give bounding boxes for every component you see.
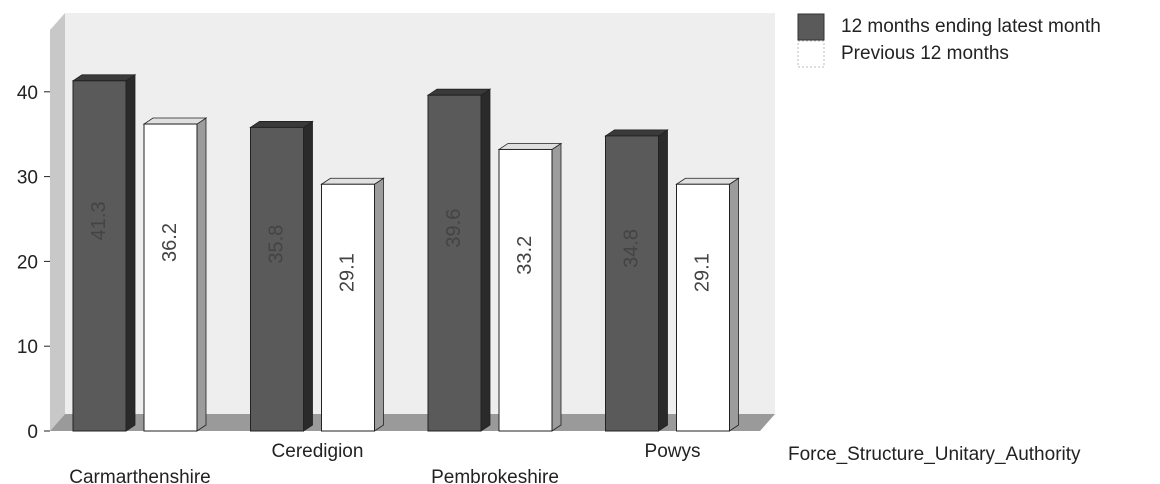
x-axis-title: Force_Structure_Unitary_Authority (788, 444, 1081, 465)
legend: 12 months ending latest month Previous 12… (798, 14, 1101, 67)
bar: 34.8 (606, 130, 668, 431)
y-tick-label: 0 (27, 422, 38, 443)
bar: 29.1 (677, 178, 739, 431)
bar-front (677, 184, 730, 431)
y-axis: 0 10 20 30 40 (17, 83, 50, 443)
bar-front (73, 81, 126, 431)
legend-swatch (798, 41, 824, 67)
bar-value-label: 35.8 (265, 225, 287, 264)
legend-label: 12 months ending latest month (841, 16, 1101, 37)
bar-top (499, 143, 561, 149)
bar-side (659, 130, 668, 431)
y-tick-label: 30 (17, 168, 38, 189)
y-tick-label: 40 (17, 83, 38, 104)
bar: 39.6 (428, 89, 490, 431)
bar-side (375, 178, 384, 431)
y-tick-label: 10 (17, 337, 38, 358)
bar-top (677, 178, 739, 184)
bar-value-label: 33.2 (514, 236, 536, 275)
bar-value-label: 29.1 (691, 253, 713, 292)
bar-front (606, 136, 659, 431)
bar-front (499, 149, 552, 431)
bar-value-label: 29.1 (336, 253, 358, 292)
bar: 36.2 (144, 118, 206, 431)
bar-top (73, 75, 135, 81)
y-tick-label: 20 (17, 252, 38, 273)
bar-front (144, 124, 197, 431)
bar-side (552, 143, 561, 431)
bar-top (144, 118, 206, 124)
bar-value-label: 36.2 (159, 223, 181, 262)
bar-side (126, 75, 135, 431)
bar-side (304, 121, 313, 431)
x-axis: Carmarthenshire Ceredigion Pembrokeshire Po… (69, 441, 700, 484)
bar: 35.8 (251, 121, 313, 431)
bar-value-label: 39.6 (443, 209, 465, 248)
bar: 33.2 (499, 143, 561, 431)
bar-value-label: 34.8 (620, 229, 642, 268)
bar-front (251, 127, 304, 431)
x-tick-label: Powys (645, 441, 701, 462)
plot-side-wall (50, 13, 65, 431)
bar-value-label: 41.3 (88, 201, 110, 240)
x-tick-label: Carmarthenshire (69, 467, 211, 484)
bar-side (481, 89, 490, 431)
bar-top (322, 178, 384, 184)
x-tick-label: Ceredigion (272, 441, 364, 462)
legend-item: 12 months ending latest month (798, 14, 1101, 40)
bar: 29.1 (322, 178, 384, 431)
bar-top (428, 89, 490, 95)
legend-swatch (798, 14, 824, 40)
bar-front (322, 184, 375, 431)
bar-top (606, 130, 668, 136)
x-tick-label: Pembrokeshire (431, 467, 559, 484)
bar-top (251, 121, 313, 127)
bar-front (428, 95, 481, 431)
bar-side (197, 118, 206, 431)
bar: 41.3 (73, 75, 135, 431)
legend-label: Previous 12 months (841, 43, 1009, 64)
bar-side (730, 178, 739, 431)
legend-item: Previous 12 months (798, 41, 1009, 67)
